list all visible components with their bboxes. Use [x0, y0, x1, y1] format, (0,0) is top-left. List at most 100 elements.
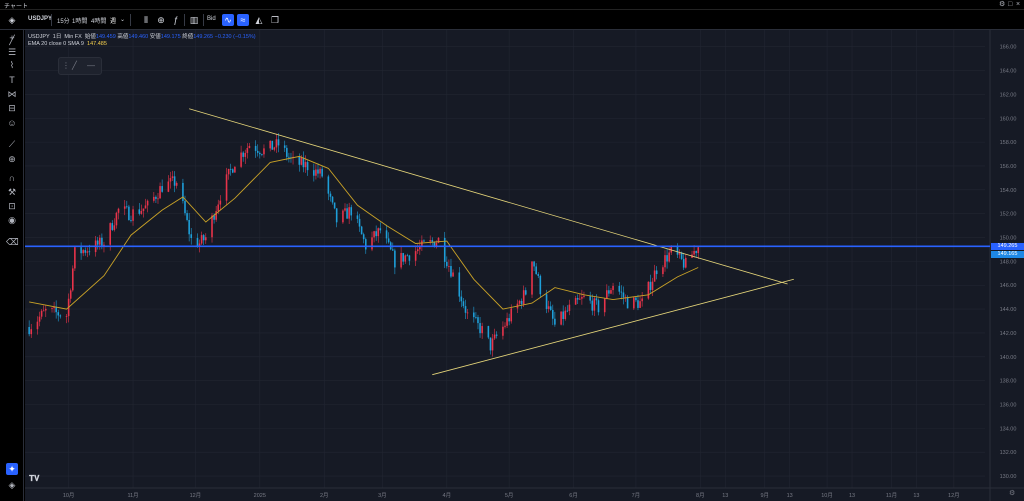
candle-up — [82, 250, 84, 254]
candle-down — [635, 297, 637, 301]
ruler-icon[interactable]: ⟋ — [8, 139, 16, 149]
candle-down — [350, 207, 353, 216]
candle-up — [491, 338, 494, 351]
candle-down — [333, 202, 336, 209]
price-type-button[interactable]: Bid — [207, 16, 216, 22]
candle-down — [402, 253, 404, 262]
line-chart-icon[interactable]: ∿ — [222, 14, 234, 26]
interval-4h-button[interactable]: 4時間 — [91, 19, 107, 25]
candle-up — [400, 253, 402, 268]
legend-low-label: 安値 — [149, 34, 161, 40]
candle-down — [458, 272, 461, 297]
candle-up — [377, 228, 380, 237]
zoom-icon[interactable]: ⊕ — [8, 154, 16, 164]
candle-up — [612, 285, 614, 291]
legend-source: Min FX — [64, 34, 82, 40]
candle-up — [416, 249, 419, 252]
candle-down — [188, 219, 190, 235]
magnet-icon[interactable]: ∩ — [8, 173, 16, 183]
candle-up — [678, 252, 681, 255]
interval-menu-chevron[interactable]: ⌄ — [120, 17, 126, 23]
candle-up — [510, 308, 513, 322]
emoji-icon[interactable]: ☺ — [7, 118, 17, 128]
symbol-button[interactable]: USDJPY — [28, 16, 53, 22]
y-tick-label: 132.00 — [1000, 450, 1017, 456]
lock-icon[interactable]: ⊡ — [8, 201, 16, 211]
trendline-tool-icon[interactable]: ╱ — [9, 35, 15, 45]
y-tick-label: 158.00 — [1000, 140, 1017, 146]
floating-drawing-toolbar: ⋮ ╱ — — [58, 57, 102, 75]
candle-down — [202, 235, 205, 241]
visibility-icon[interactable]: ◉ — [8, 215, 16, 225]
candle-up — [437, 237, 440, 243]
candle-down — [306, 162, 309, 171]
interval-15m-button[interactable]: 15分 — [57, 19, 70, 25]
layout-icon[interactable]: ❐ — [270, 15, 280, 25]
candle-down — [655, 270, 658, 275]
candle-down — [589, 295, 591, 301]
interval-1h-button[interactable]: 1時間 — [72, 19, 88, 25]
candle-down — [637, 300, 639, 308]
lock-drawings-icon[interactable]: ⚒ — [7, 187, 17, 197]
interval-week-button[interactable]: 週 — [110, 19, 117, 25]
candle-down — [288, 156, 290, 158]
candle-up — [273, 147, 276, 150]
line-tool-icon[interactable]: ╱ — [72, 61, 77, 70]
candle-down — [302, 157, 305, 168]
x-tick-label: 9月 — [760, 492, 769, 499]
crosshair-icon[interactable]: + — [9, 33, 15, 43]
drag-handle-icon[interactable]: ⋮ — [62, 61, 70, 70]
chart-pane[interactable]: 130.00 132.00 134.00 136.00 138.00 140.00 142.… — [25, 30, 1024, 501]
favorites-icon[interactable]: ✦ — [6, 463, 18, 475]
app-menu-icon[interactable]: ◈ — [8, 15, 16, 25]
y-tick-label: 136.00 — [1000, 403, 1017, 409]
candle-down — [101, 237, 103, 247]
candle-down — [489, 337, 492, 351]
candle-up — [300, 157, 303, 165]
candle-up — [319, 168, 321, 174]
chart-settings-icon[interactable]: ⚙ — [1009, 490, 1016, 497]
wave-chart-icon[interactable]: ≈ — [237, 14, 249, 26]
candle-down — [254, 145, 257, 151]
text-tool-icon[interactable]: T — [9, 75, 15, 85]
candle-up — [146, 200, 149, 206]
candle-up — [606, 290, 608, 299]
legend-symbol: USDJPY — [28, 34, 50, 40]
trash-icon[interactable]: ⌫ — [6, 237, 19, 247]
candle-up — [240, 152, 242, 167]
templates-icon[interactable]: ▥ — [189, 15, 199, 25]
hline-tool-icon[interactable]: — — [87, 61, 95, 70]
price-chart[interactable]: 130.00 132.00 134.00 136.00 138.00 140.00 142.… — [25, 30, 1024, 501]
minimize-icon[interactable]: □ — [1008, 1, 1013, 8]
compare-icon[interactable]: ⊕ — [157, 15, 165, 25]
candle-up — [30, 329, 33, 335]
chart-type-icon[interactable]: ⫴ — [144, 15, 148, 25]
candle-down — [313, 170, 315, 176]
measure-box-icon[interactable]: ⊟ — [8, 103, 16, 113]
candle-down — [473, 312, 475, 318]
close-icon[interactable]: × — [1016, 1, 1021, 8]
alert-icon[interactable]: ◭ — [255, 15, 263, 25]
x-tick-label: 5月 — [505, 492, 514, 499]
candle-up — [348, 207, 350, 219]
trendline-support — [432, 278, 794, 376]
candle-up — [653, 270, 656, 282]
node-tool-icon[interactable]: ⋈ — [7, 89, 17, 99]
candle-down — [591, 300, 594, 311]
candle-up — [115, 212, 118, 226]
candle-down — [182, 182, 184, 201]
y-tick-label: 164.00 — [1000, 69, 1017, 75]
candle-down — [379, 228, 382, 231]
indicators-icon[interactable]: ƒ — [173, 15, 179, 25]
x-tick-label: 12月 — [190, 492, 202, 499]
layers-icon[interactable]: ◈ — [8, 480, 16, 490]
fib-tool-icon[interactable]: ☰ — [7, 47, 17, 57]
candle-up — [169, 178, 172, 182]
candle-down — [508, 318, 510, 322]
settings-icon[interactable]: ⚙ — [999, 1, 1006, 8]
candle-up — [518, 300, 521, 304]
y-tick-label: 162.00 — [1000, 92, 1017, 98]
pattern-tool-icon[interactable]: ⌇ — [9, 60, 15, 70]
y-tick-label: 166.00 — [1000, 45, 1017, 51]
candle-up — [99, 237, 101, 245]
